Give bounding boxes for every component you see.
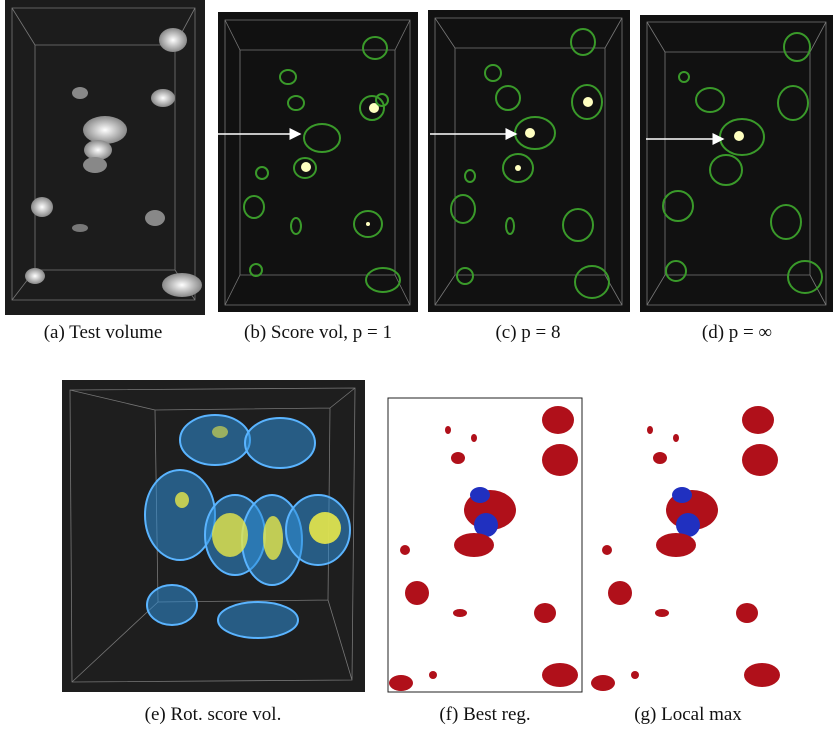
caption: (e) Rot. score vol. [145,704,282,725]
panel-b [218,12,418,312]
panel-d [640,15,833,312]
caption: (b) Score vol, p = 1 [244,322,392,343]
panel-e [62,380,365,692]
caption: (a) Test volume [44,322,163,343]
figure: (a) Test volume (b) Score vol, p = 1 (c)… [0,0,837,732]
caption: (g) Local max [634,704,742,725]
caption: (c) p = 8 [495,322,560,343]
panel-g [591,398,783,692]
panel-f [388,398,582,692]
panel-a [5,0,205,315]
caption: (f) Best reg. [439,704,530,725]
caption: (d) p = ∞ [702,322,772,343]
panel-c [428,10,630,312]
